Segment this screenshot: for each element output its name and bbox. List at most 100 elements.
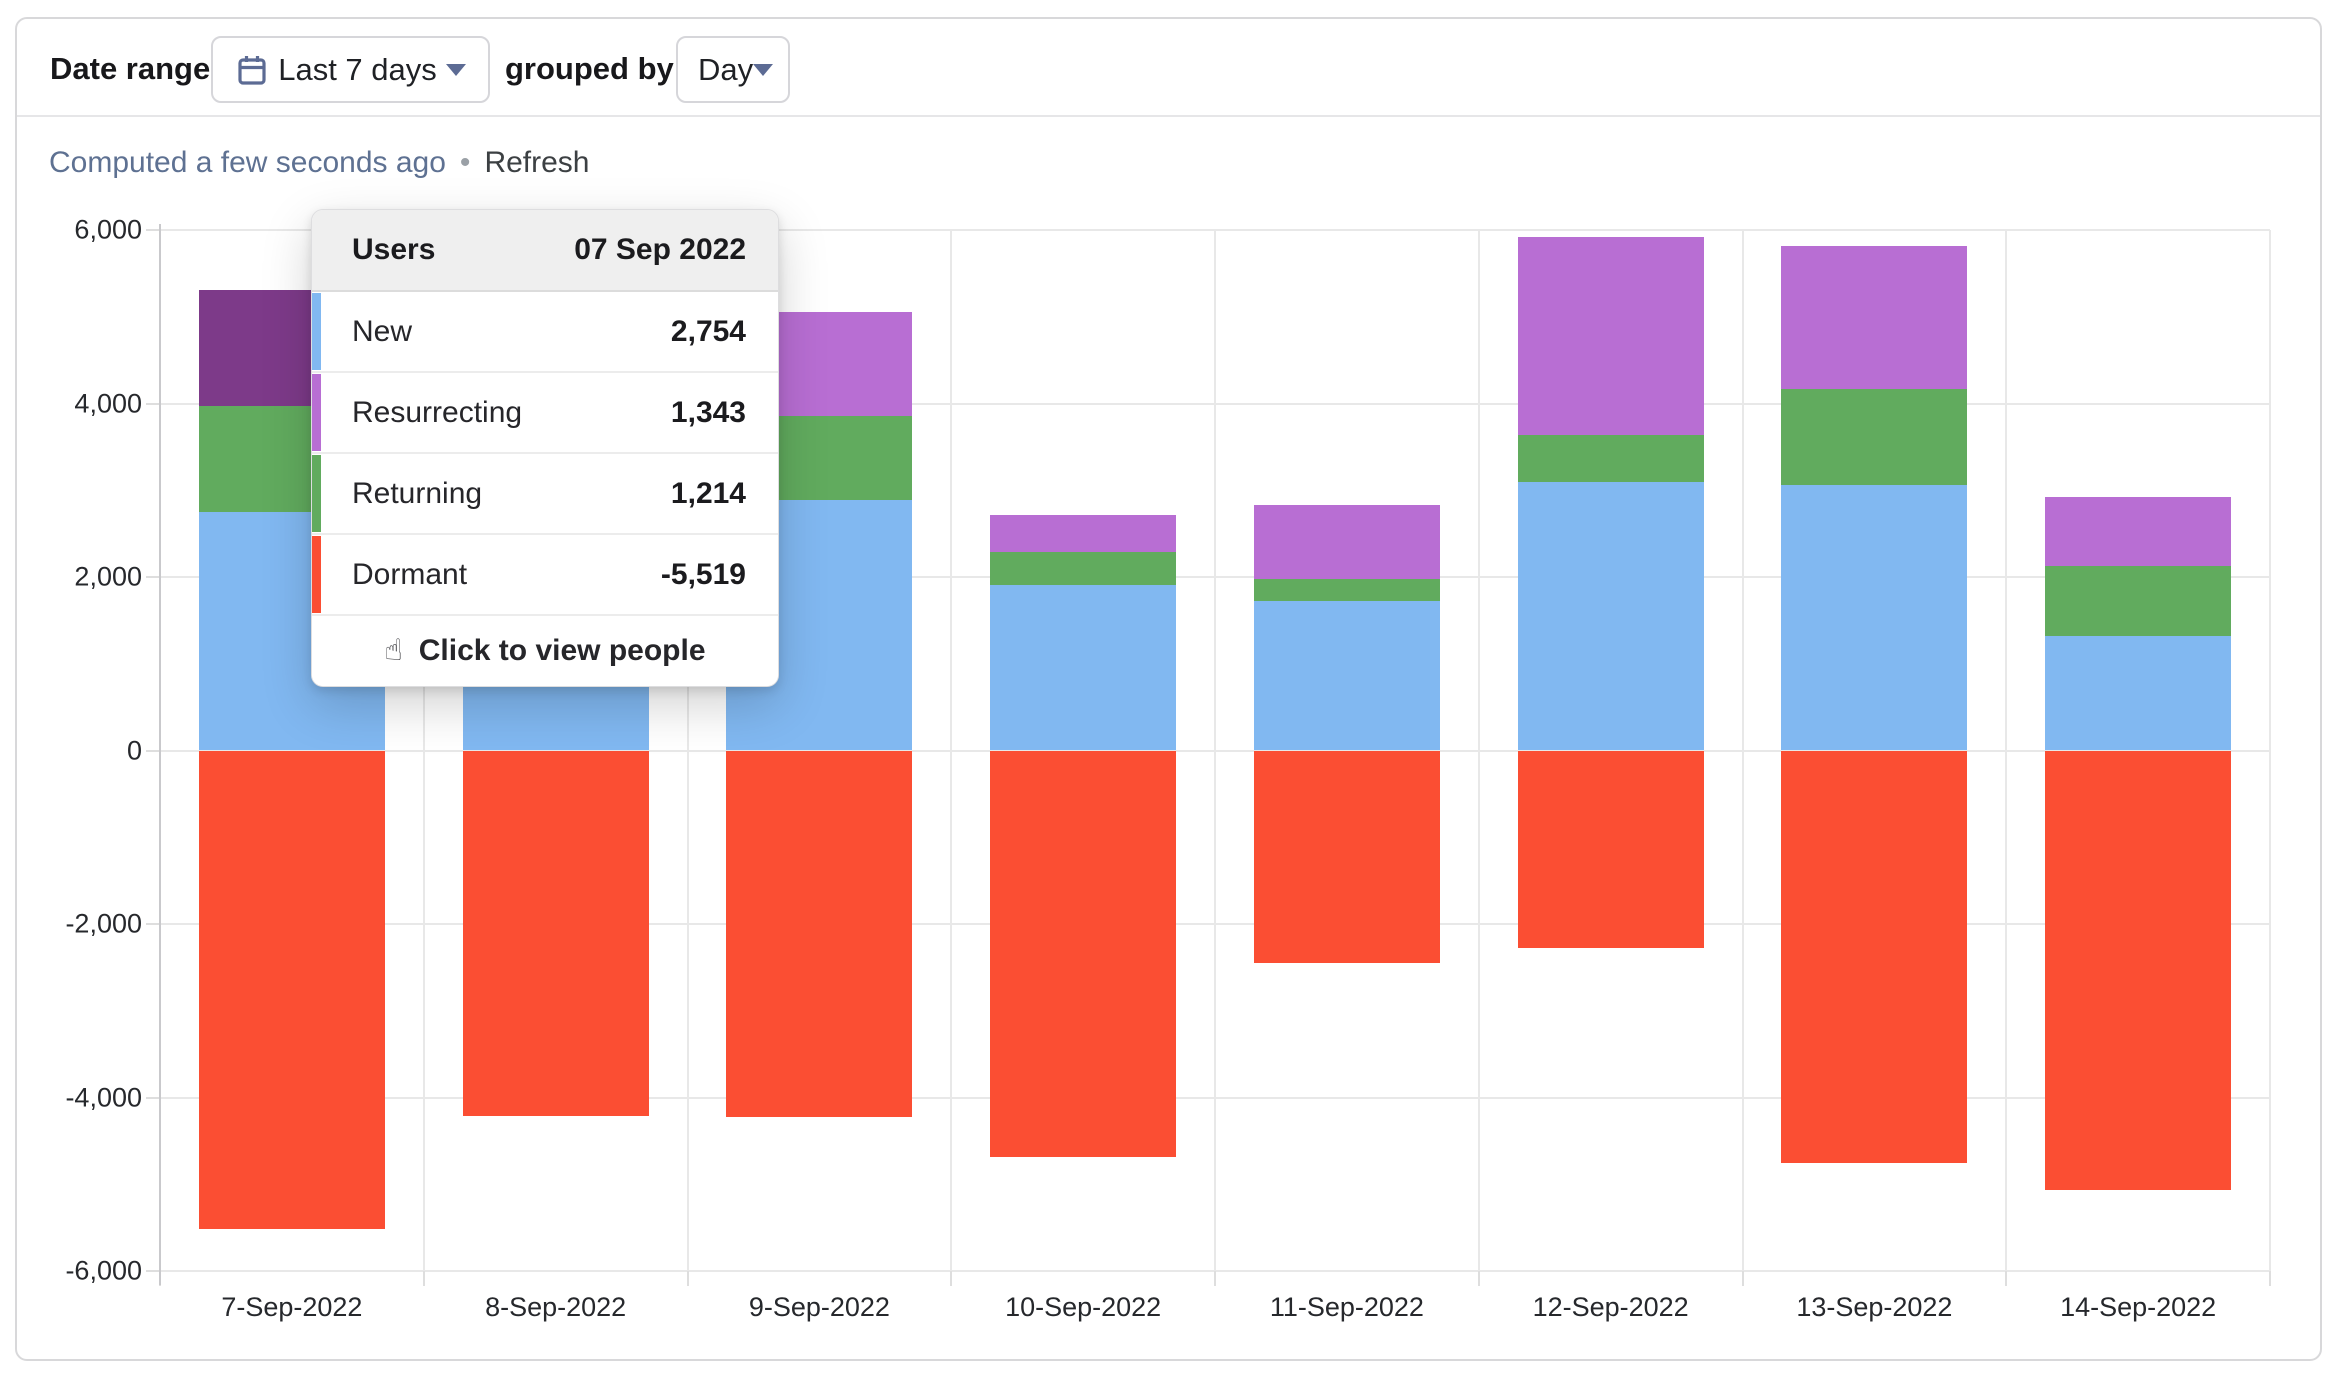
y-axis-tick <box>146 576 160 578</box>
bar-segment-dormant[interactable] <box>462 750 649 1116</box>
y-axis-tick <box>146 923 160 925</box>
gridline-vertical <box>2269 230 2271 1271</box>
tooltip-row-label: Dormant <box>352 557 468 591</box>
gridline-vertical <box>686 230 689 1271</box>
tooltip-row-label: Resurrecting <box>352 395 523 429</box>
bar-segment-new[interactable] <box>1253 600 1440 751</box>
status-separator: • <box>459 146 471 179</box>
series-color-strip <box>312 455 321 532</box>
bar-segment-dormant[interactable] <box>726 750 913 1118</box>
tooltip-row-value: 1,343 <box>670 395 746 429</box>
y-axis-label: -6,000 <box>65 1255 142 1286</box>
chevron-down-icon <box>445 63 466 76</box>
series-color-strip <box>312 536 321 613</box>
bar-segment-resurrecting[interactable] <box>1517 236 1704 435</box>
tooltip-title: Users <box>352 233 436 266</box>
x-axis-label: 7-Sep-2022 <box>221 1292 363 1322</box>
bar-segment-resurrecting[interactable] <box>1781 245 1968 390</box>
x-axis-tick <box>950 1271 953 1286</box>
bar-segment-new[interactable] <box>990 584 1177 751</box>
bar-segment-returning[interactable] <box>1253 579 1440 601</box>
x-axis-tick <box>2005 1271 2008 1286</box>
x-axis-label: 10-Sep-2022 <box>1005 1292 1162 1322</box>
y-axis-tick <box>146 1096 160 1099</box>
bar-segment-new[interactable] <box>1517 482 1704 751</box>
gridline-vertical <box>422 230 425 1271</box>
tooltip-row-value: -5,519 <box>660 557 746 591</box>
chevron-down-icon <box>753 63 774 76</box>
y-axis-label: 4,000 <box>74 388 142 418</box>
tooltip-row-label: New <box>352 314 413 348</box>
y-axis-line <box>159 224 161 1285</box>
tooltip-row-resurrecting: Resurrecting 1,343 <box>312 373 778 454</box>
bar-segment-resurrecting[interactable] <box>2045 496 2232 567</box>
x-axis-tick <box>1741 1271 1744 1286</box>
date-range-label: Date range <box>50 51 211 86</box>
tooltip-row-new: New 2,754 <box>312 292 778 373</box>
tooltip-row-value: 2,754 <box>670 314 746 348</box>
tooltip-footer-text: Click to view people <box>418 634 706 667</box>
x-axis-tick <box>1477 1271 1480 1286</box>
x-axis-tick <box>2269 1271 2271 1286</box>
bar-segment-dormant[interactable] <box>1253 750 1440 964</box>
gridline-vertical <box>950 230 953 1271</box>
x-axis-tick <box>686 1271 689 1286</box>
y-axis-tick <box>146 749 160 752</box>
x-axis-label: 9-Sep-2022 <box>748 1292 890 1322</box>
y-axis-label: 0 <box>126 735 142 765</box>
y-axis-tick <box>146 229 160 231</box>
series-color-strip <box>312 293 321 370</box>
series-color-strip <box>312 374 321 451</box>
y-axis-label: -4,000 <box>65 1082 142 1112</box>
tooltip-row-dormant: Dormant -5,519 <box>312 535 778 616</box>
grouped-by-label: grouped by <box>505 51 674 86</box>
interval-dropdown[interactable]: Day <box>676 36 790 103</box>
y-axis-label: 2,000 <box>74 561 142 592</box>
x-axis-label: 11-Sep-2022 <box>1269 1292 1424 1322</box>
y-axis-tick <box>146 1270 160 1272</box>
y-axis-label: -2,000 <box>65 908 142 939</box>
gridline-vertical <box>1741 230 1744 1271</box>
tooltip-date: 07 Sep 2022 <box>574 233 746 266</box>
bar-segment-returning[interactable] <box>1781 389 1968 486</box>
gridline-vertical <box>1214 230 1216 1271</box>
x-axis-label: 12-Sep-2022 <box>1532 1292 1689 1322</box>
calendar-icon <box>238 55 266 85</box>
bar-segment-new[interactable] <box>1781 485 1968 751</box>
bar-segment-resurrecting[interactable] <box>1253 505 1440 580</box>
bar-segment-returning[interactable] <box>1517 434 1704 483</box>
date-range-value: Last 7 days <box>278 51 437 87</box>
gridline-vertical <box>1477 230 1480 1271</box>
y-axis-label: 6,000 <box>74 214 142 245</box>
bar-segment-dormant[interactable] <box>990 750 1177 1158</box>
x-axis-tick <box>422 1271 425 1286</box>
bar-segment-returning[interactable] <box>2045 566 2232 636</box>
bar-segment-dormant[interactable] <box>2045 750 2232 1191</box>
x-axis-label: 14-Sep-2022 <box>2060 1292 2217 1322</box>
y-axis-tick <box>146 402 160 405</box>
x-axis-label: 8-Sep-2022 <box>485 1292 627 1322</box>
bar-segment-returning[interactable] <box>990 552 1177 585</box>
date-range-dropdown[interactable]: Last 7 days <box>211 36 490 103</box>
x-axis-tick <box>1214 1271 1216 1286</box>
refresh-button[interactable]: Refresh <box>484 146 590 179</box>
chart-tooltip: Users 07 Sep 2022 New 2,754 Resurrecting 1,… <box>311 209 779 687</box>
tooltip-header: Users 07 Sep 2022 <box>312 210 778 292</box>
bar-segment-dormant[interactable] <box>198 750 385 1230</box>
tooltip-footer: ☝ Click to view people <box>312 616 778 686</box>
computed-timestamp: Computed a few seconds ago <box>49 146 446 179</box>
tooltip-row-returning: Returning 1,214 <box>312 454 778 535</box>
pointing-hand-icon: ☝ <box>384 634 403 667</box>
tooltip-row-value: 1,214 <box>670 476 746 510</box>
chart-toolbar: Date range Last 7 days grouped by Day <box>17 19 2320 117</box>
tooltip-row-label: Returning <box>352 476 483 510</box>
interval-value: Day <box>698 51 754 87</box>
gridline-vertical <box>2005 230 2008 1271</box>
status-line: Computed a few seconds ago • Refresh <box>49 146 589 180</box>
bar-segment-dormant[interactable] <box>1517 750 1704 949</box>
bar-segment-new[interactable] <box>2045 635 2232 751</box>
bar-segment-dormant[interactable] <box>1781 750 1968 1164</box>
bar-segment-resurrecting[interactable] <box>990 514 1177 553</box>
x-axis-label: 13-Sep-2022 <box>1796 1292 1953 1322</box>
